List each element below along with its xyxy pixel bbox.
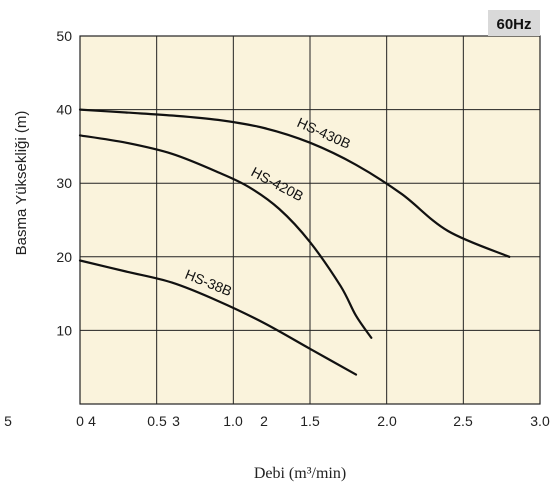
curve-hs-38b [78,259,358,376]
x-tick-label: 1.0 [223,413,243,429]
y-tick-label: 40 [56,102,72,118]
curve-hs-420b [78,134,373,339]
frequency-badge [488,10,540,36]
y-tick-label: 30 [56,175,72,191]
x-tick-label: 1.5 [300,413,320,429]
performance-curves [78,108,511,376]
curve-hs-430b [78,108,511,258]
y-tick-label: 10 [56,322,72,338]
x-tick-label: 2.5 [453,413,473,429]
grid-lines [80,36,540,404]
x-tick-label: 5 [4,413,12,429]
y-axis-label: Basma Yüksekliği (m) [13,111,30,256]
x-axis-label: Debi (m³/min) [254,465,346,482]
x-tick-label: 2.0 [377,413,397,429]
x-tick-label: 3 [172,413,180,429]
y-axis-ticks: 10 20 30 40 50 [56,28,72,338]
y-tick-label: 50 [56,28,72,44]
frequency-label: 60Hz [496,16,531,33]
x-tick-label: 3.0 [530,413,550,429]
x-tick-label: 4 [88,413,96,429]
x-tick-label: 0.5 [147,413,167,429]
x-tick-label: 0 [76,413,84,429]
x-axis-ticks: 5 0 4 0.5 3 1.0 2 1.5 2.0 2.5 3.0 [4,413,550,429]
y-tick-label: 20 [56,249,72,265]
x-tick-label: 2 [260,413,268,429]
